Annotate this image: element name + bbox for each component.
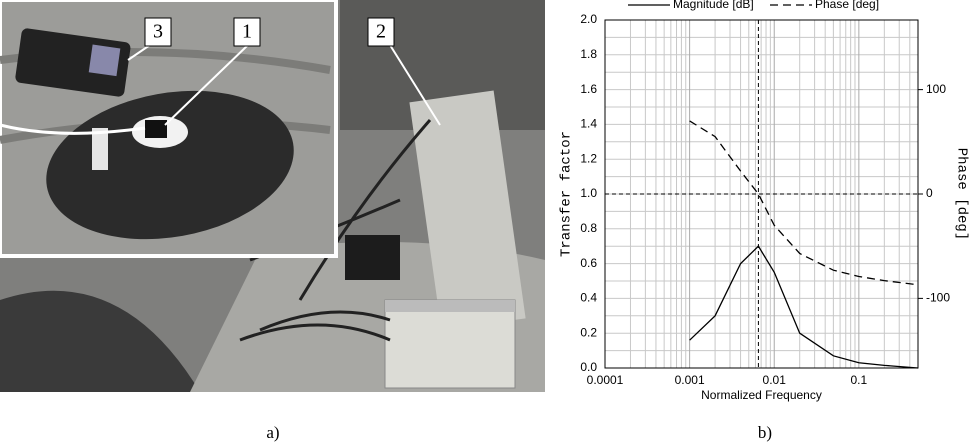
y-tick-label: 0.8 xyxy=(580,221,597,235)
photo-sensor xyxy=(145,120,167,138)
x-tick-label: 0.0001 xyxy=(587,373,624,387)
x-tick-label: 0.01 xyxy=(763,373,787,387)
y-tick-label: 1.2 xyxy=(580,151,597,165)
legend-label: Phase [deg] xyxy=(815,0,879,11)
y-tick-label: 1.6 xyxy=(580,82,597,96)
figure: 3 1 2 a) b) 0.0 0.2 0.4 0.6 0.8 1.0 1.2 1.4 1.6 1… xyxy=(0,0,973,448)
y-tick-label: 1.8 xyxy=(580,47,597,61)
y-tick-label: 2.0 xyxy=(580,12,597,26)
caption: b) xyxy=(758,423,772,442)
y-tick-label: 0.6 xyxy=(580,256,597,270)
y2-tick-label: -100 xyxy=(926,291,950,305)
y2-tick-label: 0 xyxy=(926,186,933,200)
y2-tick-label: 100 xyxy=(926,82,946,96)
photo-meter-screen xyxy=(89,45,121,77)
y-axis-label: Transfer factor xyxy=(559,131,575,257)
y-tick-label: 0.2 xyxy=(580,325,597,339)
y-tick-label: 1.4 xyxy=(580,117,597,131)
photo-device xyxy=(385,300,515,312)
photo-device xyxy=(345,235,400,280)
legend-label: Magnitude [dB] xyxy=(673,0,754,11)
y2-axis-label: Phase [deg] xyxy=(953,148,969,240)
photo: 3 1 2 xyxy=(0,0,545,392)
photo-label: 1 xyxy=(242,21,252,43)
photo-device xyxy=(385,300,515,388)
caption: a) xyxy=(266,423,279,442)
x-tick-label: 0.001 xyxy=(675,373,705,387)
photo-label: 2 xyxy=(376,21,386,43)
y-tick-label: 1.0 xyxy=(580,186,597,200)
photo-label: 3 xyxy=(153,21,163,43)
y-tick-label: 0.0 xyxy=(580,360,597,374)
chart: 0.0 0.2 0.4 0.6 0.8 1.0 1.2 1.4 1.6 1.8 2.0 0.0001 0… xyxy=(559,0,970,402)
y-tick-label: 0.4 xyxy=(580,291,597,305)
x-tick-label: 0.1 xyxy=(851,373,868,387)
x-axis-label: Normalized Frequency xyxy=(701,388,822,402)
